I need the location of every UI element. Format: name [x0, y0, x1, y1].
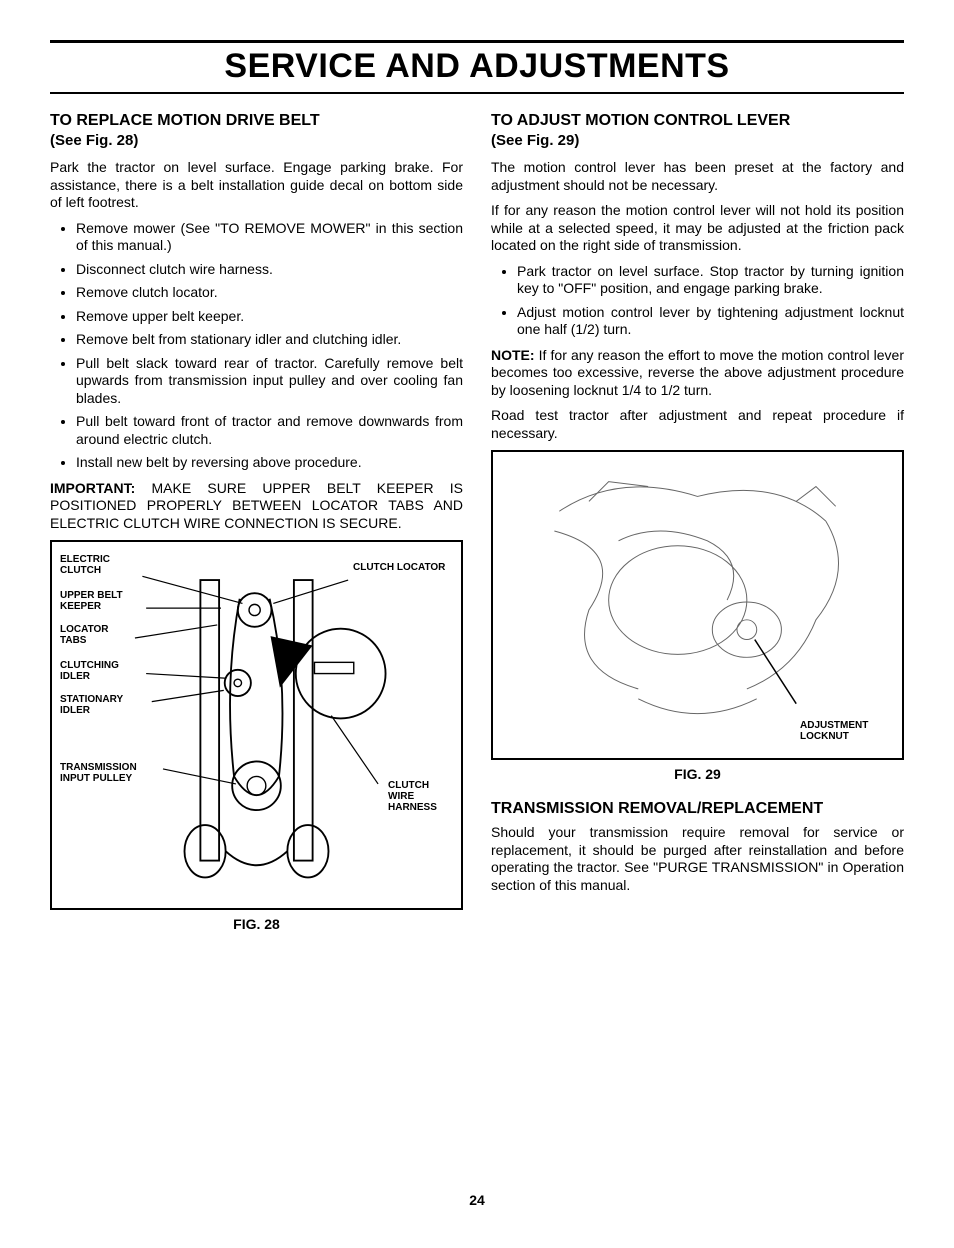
right-p3: Road test tractor after adjustment and r… [491, 407, 904, 442]
left-list: Remove mower (See "TO REMOVE MOWER" in t… [50, 220, 463, 472]
fig29-label: ADJUSTMENT LOCKNUT [800, 720, 890, 742]
note-label: NOTE: [491, 347, 535, 363]
note-text: If for any reason the effort to move the… [491, 347, 904, 398]
right-p2: If for any reason the motion control lev… [491, 202, 904, 255]
page-number: 24 [50, 1192, 904, 1208]
right-column: TO ADJUST MOTION CONTROL LEVER (See Fig.… [491, 112, 904, 932]
right-p4: Should your transmission require removal… [491, 824, 904, 894]
top-rule [50, 40, 904, 43]
list-item: Remove upper belt keeper. [76, 308, 463, 326]
fig29-diagram [493, 452, 902, 758]
list-item: Install new belt by reversing above proc… [76, 454, 463, 472]
fig28-label: TRANSMISSION INPUT PULLEY [60, 762, 150, 784]
right-list: Park tractor on level surface. Stop trac… [491, 263, 904, 339]
left-heading-sub: (See Fig. 28) [50, 132, 463, 149]
right-heading: TO ADJUST MOTION CONTROL LEVER [491, 112, 904, 130]
fig28-label: ELECTRIC CLUTCH [60, 554, 130, 576]
fig28-label: STATIONARY IDLER [60, 694, 135, 716]
list-item: Remove belt from stationary idler and cl… [76, 331, 463, 349]
fig28-label: UPPER BELT KEEPER [60, 590, 130, 612]
right-p1: The motion control lever has been preset… [491, 159, 904, 194]
list-item: Adjust motion control lever by tightenin… [517, 304, 904, 339]
fig28-label: CLUTCH WIRE HARNESS [388, 780, 453, 813]
trans-heading: TRANSMISSION REMOVAL/REPLACEMENT [491, 800, 904, 818]
right-heading-sub: (See Fig. 29) [491, 132, 904, 149]
list-item: Pull belt toward front of tractor and re… [76, 413, 463, 448]
fig29-caption: FIG. 29 [491, 766, 904, 782]
list-item: Remove clutch locator. [76, 284, 463, 302]
list-item: Park tractor on level surface. Stop trac… [517, 263, 904, 298]
page-title: SERVICE AND ADJUSTMENTS [50, 47, 904, 86]
left-column: TO REPLACE MOTION DRIVE BELT (See Fig. 2… [50, 112, 463, 932]
list-item: Remove mower (See "TO REMOVE MOWER" in t… [76, 220, 463, 255]
fig28-label: CLUTCHING IDLER [60, 660, 130, 682]
important-note: IMPORTANT: MAKE SURE UPPER BELT KEEPER I… [50, 480, 463, 533]
fig28-caption: FIG. 28 [50, 916, 463, 932]
important-label: IMPORTANT: [50, 480, 135, 496]
columns: TO REPLACE MOTION DRIVE BELT (See Fig. 2… [50, 112, 904, 932]
fig28-label: CLUTCH LOCATOR [353, 562, 453, 573]
sub-rule [50, 92, 904, 94]
list-item: Disconnect clutch wire harness. [76, 261, 463, 279]
note-para: NOTE: If for any reason the effort to mo… [491, 347, 904, 400]
left-p1: Park the tractor on level surface. Engag… [50, 159, 463, 212]
figure-29-box: ADJUSTMENT LOCKNUT [491, 450, 904, 760]
fig28-label: LOCATOR TABS [60, 624, 130, 646]
figure-28-box: ELECTRIC CLUTCH UPPER BELT KEEPER LOCATO… [50, 540, 463, 910]
list-item: Pull belt slack toward rear of tractor. … [76, 355, 463, 408]
left-heading: TO REPLACE MOTION DRIVE BELT [50, 112, 463, 130]
